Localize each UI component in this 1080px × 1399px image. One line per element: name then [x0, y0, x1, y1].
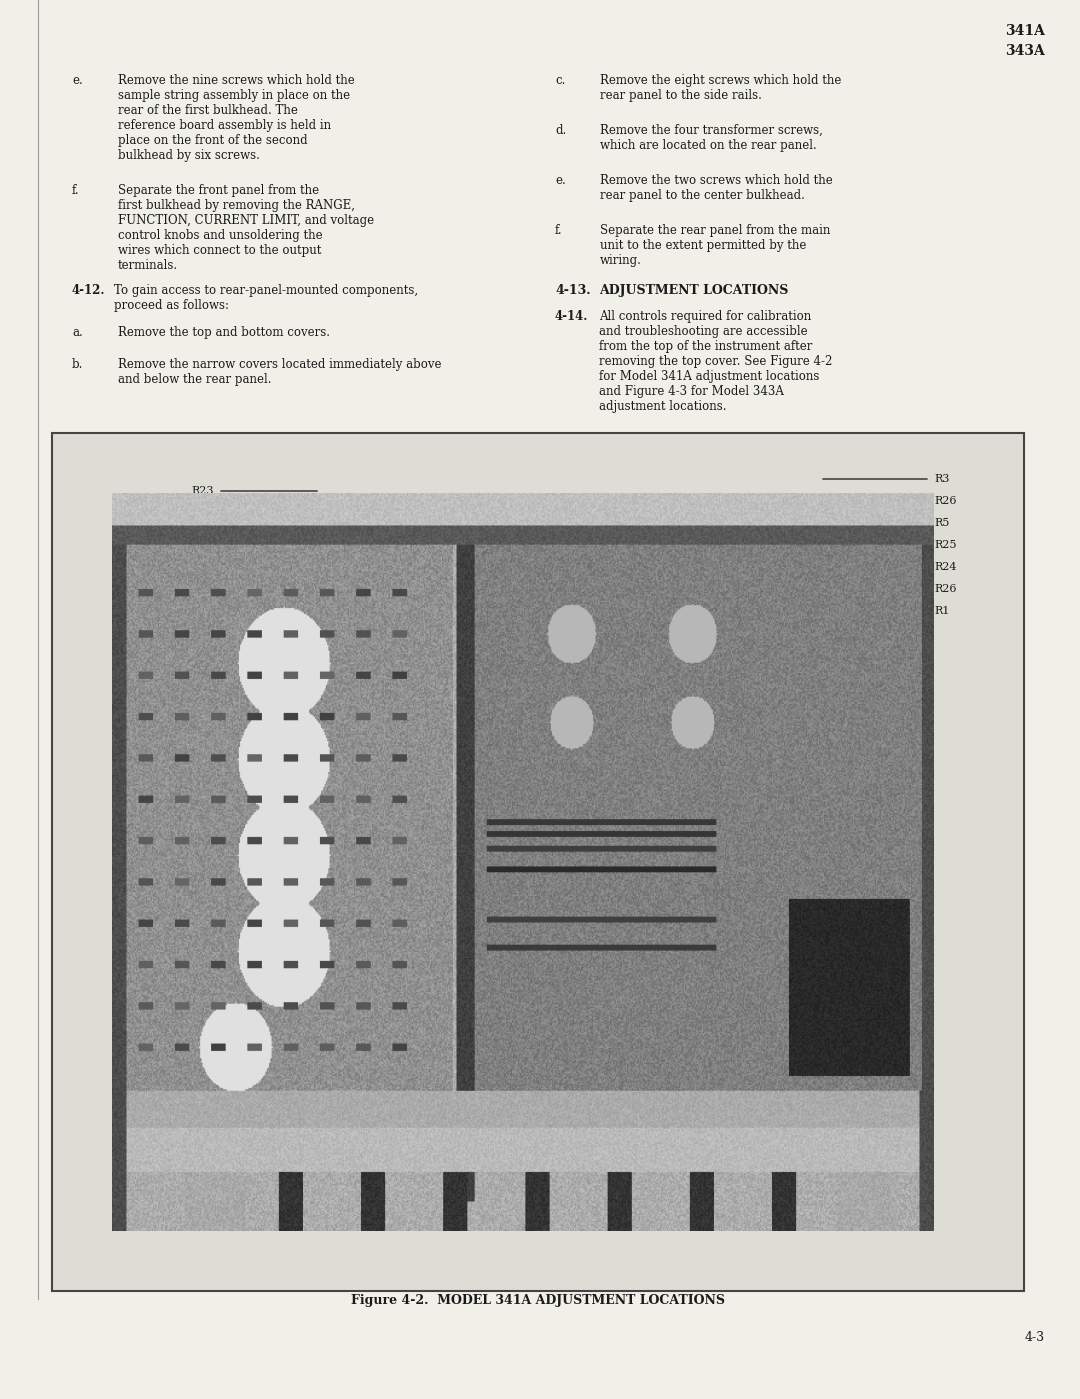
- Text: Remove the top and bottom covers.: Remove the top and bottom covers.: [118, 326, 330, 339]
- Text: To gain access to rear-panel-mounted components,: To gain access to rear-panel-mounted com…: [114, 284, 418, 297]
- Bar: [52, 434, 1024, 1291]
- Text: R17: R17: [191, 512, 214, 522]
- Text: c.: c.: [555, 74, 565, 87]
- Text: wires which connect to the output: wires which connect to the output: [118, 243, 322, 257]
- Text: proceed as follows:: proceed as follows:: [114, 299, 229, 312]
- Text: R160: R160: [181, 695, 211, 706]
- Text: f.: f.: [555, 224, 563, 236]
- Text: Separate the front panel from the: Separate the front panel from the: [118, 185, 319, 197]
- Text: and below the rear panel.: and below the rear panel.: [118, 374, 271, 386]
- Text: control knobs and unsoldering the: control knobs and unsoldering the: [118, 229, 323, 242]
- Text: R25: R25: [934, 540, 957, 550]
- Text: rear of the first bulkhead. The: rear of the first bulkhead. The: [118, 104, 298, 118]
- Text: Remove the nine screws which hold the: Remove the nine screws which hold the: [118, 74, 354, 87]
- Text: rear panel to the center bulkhead.: rear panel to the center bulkhead.: [600, 189, 805, 201]
- Text: f.: f.: [72, 185, 80, 197]
- Text: R5: R5: [934, 518, 949, 527]
- Text: Figure 4-2.  MODEL 341A ADJUSTMENT LOCATIONS: Figure 4-2. MODEL 341A ADJUSTMENT LOCATI…: [351, 1294, 725, 1307]
- Text: Remove the four transformer screws,: Remove the four transformer screws,: [600, 125, 823, 137]
- Text: R11: R11: [191, 539, 214, 548]
- Text: All controls required for calibration: All controls required for calibration: [599, 311, 811, 323]
- Text: R26: R26: [934, 583, 957, 595]
- Text: R1: R1: [934, 606, 949, 616]
- Text: terminals.: terminals.: [118, 259, 178, 271]
- Text: R14: R14: [191, 590, 214, 600]
- Text: R26: R26: [934, 497, 957, 506]
- Text: R20: R20: [191, 616, 214, 625]
- Text: e.: e.: [555, 173, 566, 187]
- Text: R162: R162: [866, 734, 895, 744]
- Text: R24: R24: [934, 562, 957, 572]
- Text: R3: R3: [934, 474, 949, 484]
- Text: ADJUSTMENT LOCATIONS: ADJUSTMENT LOCATIONS: [599, 284, 788, 297]
- Text: and Figure 4-3 for Model 343A: and Figure 4-3 for Model 343A: [599, 385, 784, 397]
- Text: from the top of the instrument after: from the top of the instrument after: [599, 340, 812, 353]
- Text: d.: d.: [555, 125, 566, 137]
- Text: a.: a.: [72, 326, 83, 339]
- Text: first bulkhead by removing the RANGE,: first bulkhead by removing the RANGE,: [118, 199, 355, 213]
- Text: reference board assembly is held in: reference board assembly is held in: [118, 119, 332, 132]
- Text: 4-13.: 4-13.: [555, 284, 591, 297]
- Text: 4-3: 4-3: [1025, 1330, 1045, 1344]
- Text: for Model 341A adjustment locations: for Model 341A adjustment locations: [599, 369, 820, 383]
- Text: Remove the eight screws which hold the: Remove the eight screws which hold the: [600, 74, 841, 87]
- Text: 341A: 341A: [1005, 24, 1045, 38]
- Text: Remove the narrow covers located immediately above: Remove the narrow covers located immedia…: [118, 358, 442, 371]
- Text: b.: b.: [72, 358, 83, 371]
- Text: place on the front of the second: place on the front of the second: [118, 134, 308, 147]
- Text: bulkhead by six screws.: bulkhead by six screws.: [118, 150, 260, 162]
- Text: which are located on the rear panel.: which are located on the rear panel.: [600, 139, 816, 152]
- Text: sample string assembly in place on the: sample string assembly in place on the: [118, 90, 350, 102]
- Text: FUNCTION, CURRENT LIMIT, and voltage: FUNCTION, CURRENT LIMIT, and voltage: [118, 214, 374, 227]
- Text: 4-14.: 4-14.: [555, 311, 589, 323]
- Text: unit to the extent permitted by the: unit to the extent permitted by the: [600, 239, 807, 252]
- Text: R28: R28: [191, 564, 214, 574]
- Text: e.: e.: [72, 74, 83, 87]
- Text: adjustment locations.: adjustment locations.: [599, 400, 727, 413]
- Text: 343A: 343A: [1005, 43, 1045, 57]
- Text: and troubleshooting are accessible: and troubleshooting are accessible: [599, 325, 808, 339]
- Text: Remove the two screws which hold the: Remove the two screws which hold the: [600, 173, 833, 187]
- Text: Separate the rear panel from the main: Separate the rear panel from the main: [600, 224, 831, 236]
- Text: wiring.: wiring.: [600, 255, 642, 267]
- Text: removing the top cover. See Figure 4-2: removing the top cover. See Figure 4-2: [599, 355, 833, 368]
- Text: R23: R23: [191, 485, 214, 497]
- Text: rear panel to the side rails.: rear panel to the side rails.: [600, 90, 761, 102]
- Text: 4-12.: 4-12.: [72, 284, 106, 297]
